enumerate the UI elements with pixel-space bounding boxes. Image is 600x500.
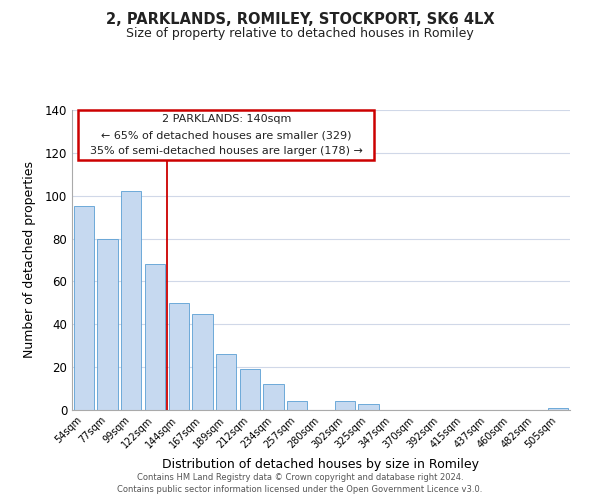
Bar — [74, 206, 94, 410]
Y-axis label: Number of detached properties: Number of detached properties — [23, 162, 37, 358]
Bar — [169, 303, 189, 410]
X-axis label: Distribution of detached houses by size in Romiley: Distribution of detached houses by size … — [163, 458, 479, 471]
Bar — [97, 238, 118, 410]
Bar — [240, 370, 260, 410]
Bar — [358, 404, 379, 410]
Text: Contains HM Land Registry data © Crown copyright and database right 2024.: Contains HM Land Registry data © Crown c… — [137, 473, 463, 482]
Bar — [216, 354, 236, 410]
Bar — [145, 264, 165, 410]
Bar — [548, 408, 568, 410]
Text: Size of property relative to detached houses in Romiley: Size of property relative to detached ho… — [126, 28, 474, 40]
Bar — [121, 192, 142, 410]
Text: Contains public sector information licensed under the Open Government Licence v3: Contains public sector information licen… — [118, 486, 482, 494]
Bar — [193, 314, 212, 410]
Bar — [263, 384, 284, 410]
Bar — [287, 402, 307, 410]
Bar — [335, 402, 355, 410]
Text: 2 PARKLANDS: 140sqm  
  ← 65% of detached houses are smaller (329)  
  35% of se: 2 PARKLANDS: 140sqm ← 65% of detached ho… — [83, 114, 370, 156]
Text: 2, PARKLANDS, ROMILEY, STOCKPORT, SK6 4LX: 2, PARKLANDS, ROMILEY, STOCKPORT, SK6 4L… — [106, 12, 494, 28]
